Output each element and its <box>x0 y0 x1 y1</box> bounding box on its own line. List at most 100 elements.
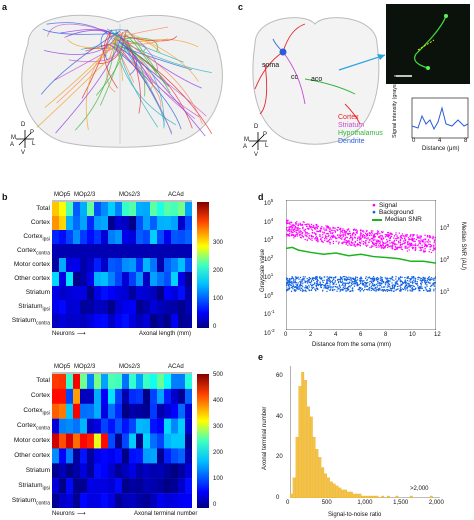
background-point <box>333 283 335 285</box>
signal-point <box>339 237 341 239</box>
heatmap-cell <box>59 202 67 217</box>
background-point <box>289 283 291 286</box>
heatmap-cell <box>185 244 193 259</box>
background-point <box>356 283 358 286</box>
background-point <box>293 279 295 281</box>
background-point <box>341 284 343 287</box>
signal-point <box>342 231 344 234</box>
heatmap-cell <box>143 286 151 301</box>
neuron-branch <box>304 78 356 95</box>
background-point <box>370 278 373 280</box>
background-point <box>403 287 406 289</box>
background-point <box>329 281 332 284</box>
heatmap-cell <box>178 230 186 245</box>
background-point <box>394 281 397 283</box>
signal-point <box>373 236 375 239</box>
y-tick: 105 <box>264 198 274 207</box>
signal-point <box>429 236 432 238</box>
heatmap-cell <box>87 202 95 217</box>
heatmap-cell <box>101 230 109 245</box>
signal-point <box>326 238 328 240</box>
background-point <box>322 289 324 292</box>
signal-point <box>356 231 358 233</box>
background-point <box>417 276 419 279</box>
background-point <box>397 283 399 285</box>
signal-point <box>386 240 389 243</box>
background-point <box>301 279 304 281</box>
heatmap-cell <box>178 216 186 231</box>
heatmap-cell <box>66 493 74 509</box>
background-point <box>315 289 317 291</box>
background-point <box>345 282 347 284</box>
signal-point <box>340 227 342 229</box>
heatmap-cell <box>94 493 102 509</box>
background-point <box>359 282 362 285</box>
heatmap-cell <box>178 388 186 404</box>
heatmap-cell <box>80 493 88 509</box>
signal-point <box>331 232 334 235</box>
signal-point <box>427 239 430 241</box>
heatmap-cell <box>101 286 109 301</box>
background-point <box>292 287 294 290</box>
background-point <box>299 289 302 291</box>
background-point <box>370 281 373 284</box>
signal-point <box>365 242 367 244</box>
background-point <box>419 289 421 292</box>
signal-point <box>345 230 348 233</box>
background-point <box>428 290 430 293</box>
heatmap-cell <box>185 272 193 287</box>
background-point <box>364 277 367 280</box>
signal-point <box>389 242 391 244</box>
signal-point <box>373 243 375 246</box>
signal-point <box>329 227 331 229</box>
signal-point <box>286 228 288 231</box>
heatmap-cell <box>150 286 158 301</box>
signal-point <box>421 239 424 242</box>
heatmap-row-label: Motor cortex <box>13 261 50 268</box>
signal-point <box>407 237 410 239</box>
histogram-bar <box>329 481 333 498</box>
heatmap-cell <box>87 493 95 509</box>
cc-label: cc <box>291 74 298 81</box>
heatmap-cell <box>87 388 95 404</box>
signal-point <box>300 224 302 226</box>
background-point <box>326 281 328 284</box>
signal-point <box>342 241 345 243</box>
background-point <box>411 286 413 289</box>
panel-label-b: b <box>2 192 8 202</box>
background-point <box>339 289 342 291</box>
background-point <box>293 289 296 291</box>
background-point <box>417 284 419 287</box>
background-point <box>330 288 332 290</box>
signal-point <box>330 238 332 240</box>
background-point <box>433 288 435 290</box>
heatmap-cell <box>66 300 74 315</box>
heatmap-cell <box>143 493 151 509</box>
signal-point <box>401 233 404 235</box>
heatmap-cell <box>66 403 74 419</box>
signal-point <box>386 238 388 241</box>
background-point <box>316 278 319 281</box>
background-point <box>340 277 342 279</box>
background-point <box>343 287 345 290</box>
heatmap-cell <box>178 403 186 419</box>
signal-point <box>329 237 332 239</box>
background-point <box>289 279 291 281</box>
signal-point <box>433 242 435 244</box>
y-tick: 20 <box>276 454 283 461</box>
background-point <box>353 283 355 285</box>
background-point <box>356 279 359 281</box>
signal-point <box>393 237 395 239</box>
heatmap-cell <box>108 272 116 287</box>
heatmap-cell <box>101 300 109 315</box>
signal-point <box>365 237 368 240</box>
heatmap-cell <box>185 258 193 273</box>
heatmap-cell <box>108 216 116 231</box>
signal-point <box>434 237 436 239</box>
signal-point <box>419 235 421 237</box>
heatmap-cell <box>80 202 88 217</box>
signal-point <box>321 231 324 233</box>
signal-point <box>424 248 426 250</box>
background-point <box>325 286 327 289</box>
signal-point <box>299 227 301 230</box>
